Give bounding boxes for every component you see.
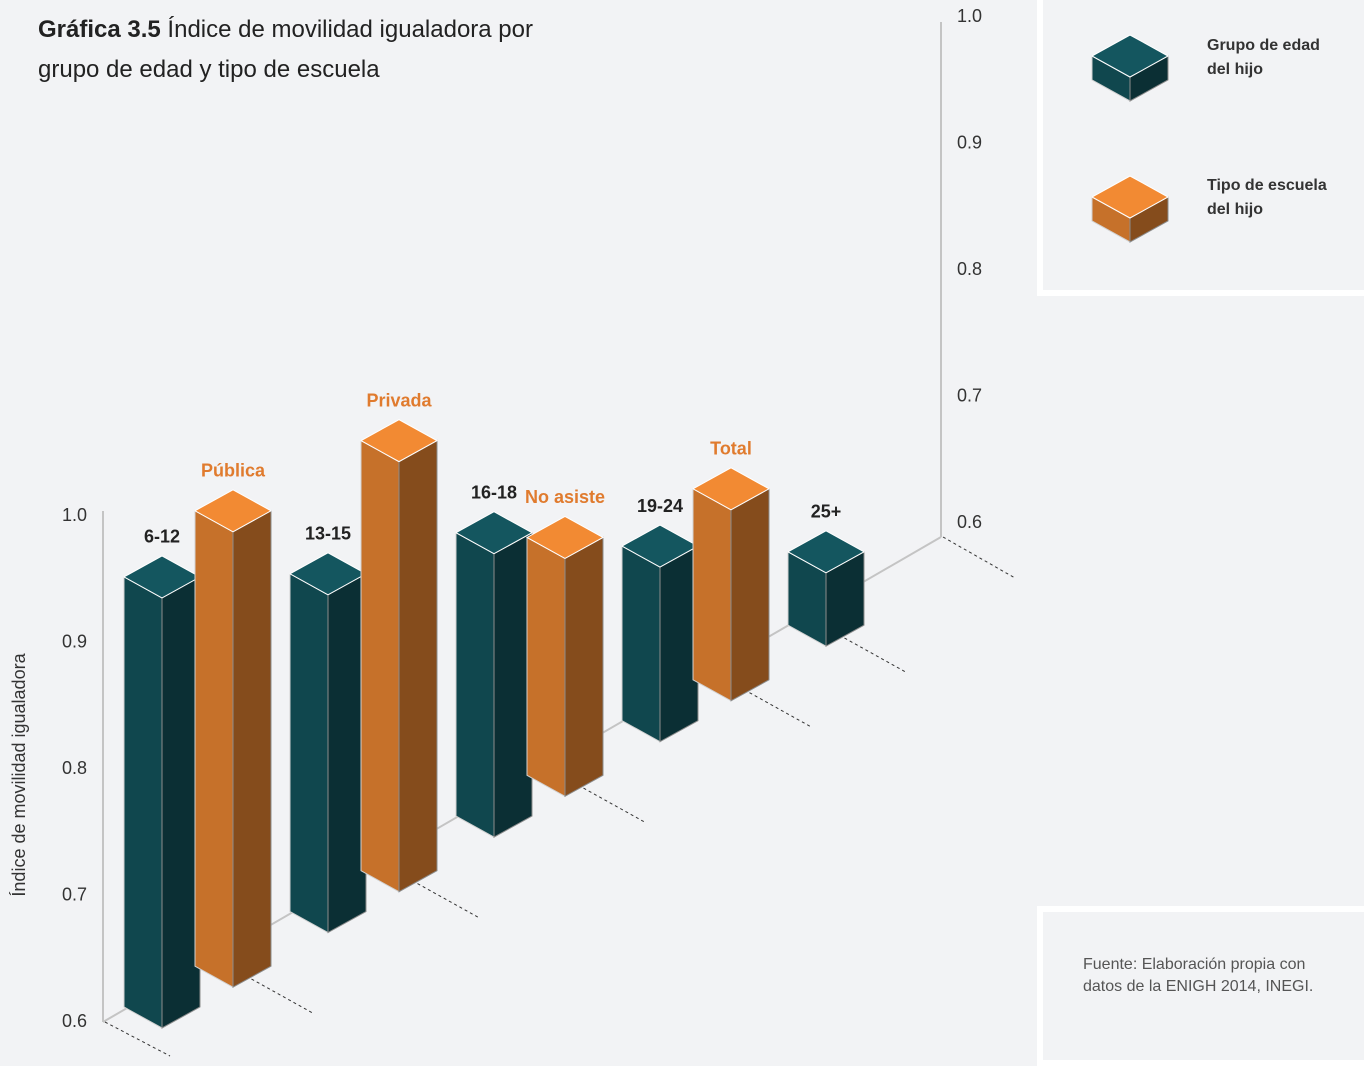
floor-dash [572,781,646,823]
bar-top-face [454,511,534,555]
bar [786,530,866,648]
y-tick-label: 1.0 [62,505,87,525]
bar-right-face [564,536,604,798]
bar-right-face [327,572,367,934]
bar-left-face [360,439,400,893]
floor-dash [406,877,480,919]
y-tick-label: 0.9 [957,132,982,152]
y-tick-label: 0.8 [62,758,87,778]
bar-top-face [525,515,605,560]
bar-top-face [1090,175,1170,219]
bar-label: 16-18 [471,482,517,502]
y-tick-label: 0.7 [62,884,87,904]
bar-label: Privada [366,390,432,410]
bar-top-face [193,489,273,533]
legend-swatch [1090,175,1170,243]
bar-label: 25+ [811,502,842,522]
bar-left-face [123,576,163,1029]
bar-right-face [232,509,272,989]
bar [288,552,368,934]
title-label: Gráfica 3.5 [38,16,161,43]
y-tick-label: 0.7 [957,385,982,405]
y-tick-label: 0.8 [957,259,982,279]
bar-label: Total [710,439,752,459]
source-note: Fuente: Elaboración propia con datos de … [1083,956,1314,995]
legend-label: Tipo de escuela del hijo [1207,177,1327,218]
bar-top-face [786,530,866,574]
bar-right-face [493,531,533,838]
bar-right-face [659,545,699,743]
bar [620,524,700,743]
title-text: Índice de movilidad igualadora por grupo… [38,16,533,83]
bar-top-face [122,555,202,599]
y-tick-label: 1.0 [957,6,982,26]
y-tick-label: 0.9 [62,631,87,651]
bar-label: 19-24 [637,496,683,516]
floor-dash [942,536,1016,579]
bar [193,489,273,989]
bar-top-face [620,524,700,568]
y-tick-label: 0.6 [957,512,982,532]
bar-right-face [730,487,770,702]
y-axis-title: Índice de movilidad igualadora [9,652,29,896]
source-panel [1037,906,1364,1066]
bar-right-face [398,439,438,893]
bar-left-face [194,509,234,989]
bar-top-face [288,552,368,596]
bar [359,419,439,893]
bar-left-face [621,545,661,743]
floor-dash [240,972,314,1014]
bar-label: 13-15 [305,524,351,544]
bar [454,511,534,838]
bar-top-face [691,467,771,511]
legend-label: Grupo de edad del hijo [1207,37,1320,78]
floor-dash [738,686,812,728]
bar-left-face [289,572,329,934]
y-tick-label: 0.6 [62,1011,87,1031]
bar-top-face [359,419,439,463]
bar-left-face [692,487,732,702]
bar-left-face [455,531,495,838]
bar [525,515,605,798]
bar-right-face [161,576,201,1029]
bar-top-face [1090,34,1170,78]
legend-panel [1037,0,1364,296]
floor-dash [104,1021,171,1057]
floor-dash [833,631,907,673]
bar-label: 6-12 [144,527,180,547]
chart-title: Gráfica 3.5 Índice de movilidad igualado… [38,10,598,90]
legend-swatch [1090,34,1170,102]
bar [122,555,202,1029]
bar [691,467,771,702]
bar-label: Pública [201,461,266,481]
bar-left-face [526,536,566,798]
bar-label: No asiste [525,487,605,507]
